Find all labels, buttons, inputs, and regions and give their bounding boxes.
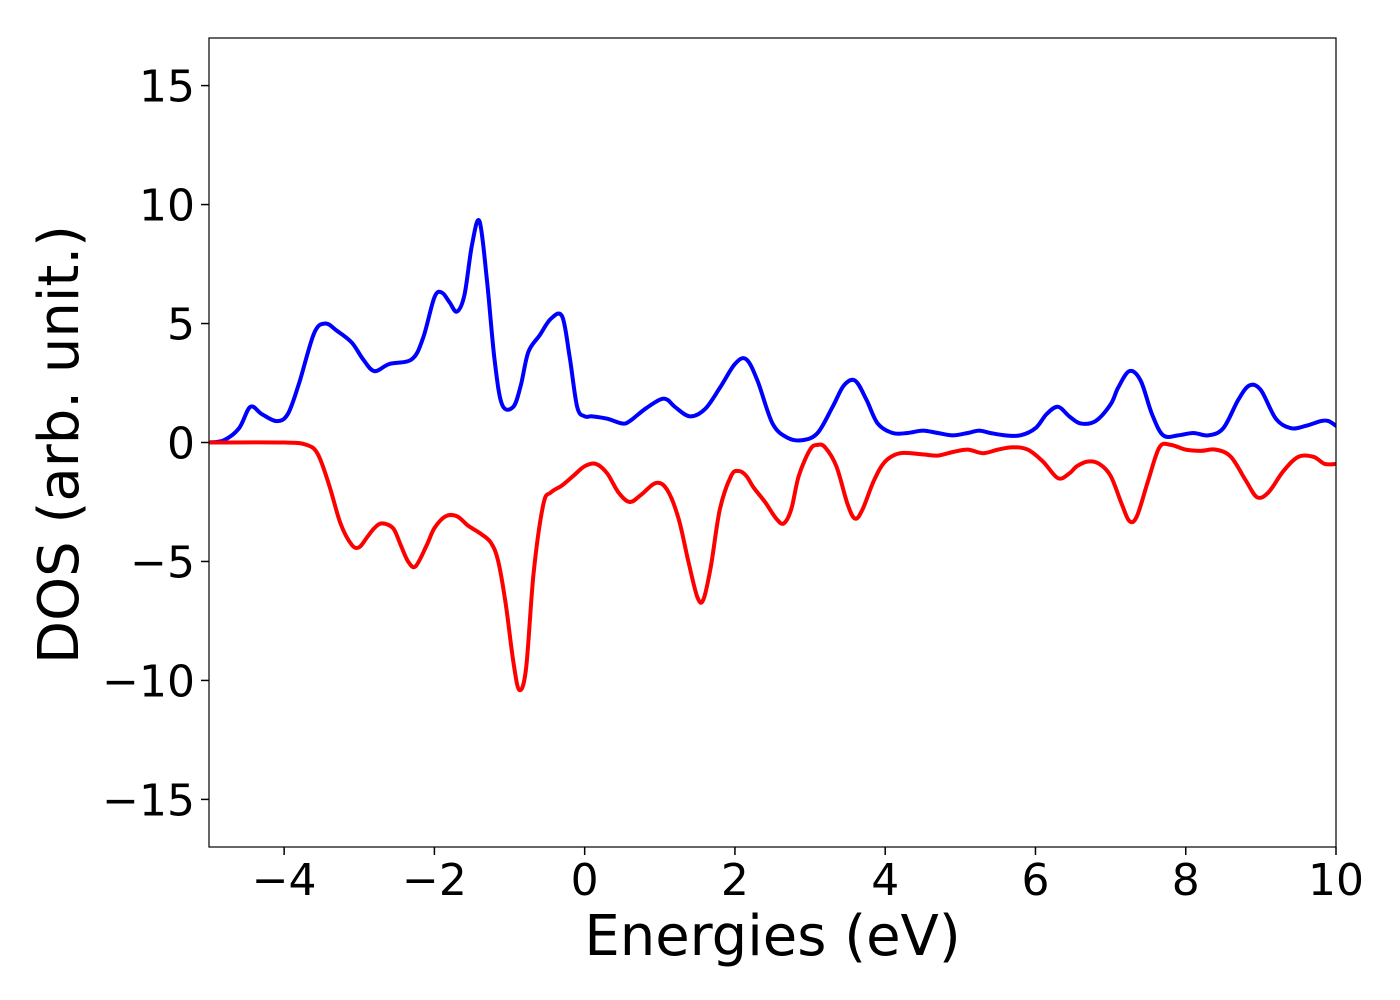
- x-axis-ticks: −4 −2 0 2 4 6 8 10: [252, 847, 1364, 906]
- y-axis-label: DOS (arb. unit.): [27, 225, 92, 664]
- x-tick-label: 6: [1021, 855, 1049, 906]
- y-tick-label: −10: [102, 656, 195, 707]
- y-tick-label: 15: [139, 62, 195, 113]
- x-tick-label: 8: [1172, 855, 1200, 906]
- x-tick-label: −2: [402, 855, 467, 906]
- x-axis-label: Energies (eV): [584, 904, 960, 969]
- series-line-red: [209, 440, 1336, 693]
- x-tick-label: 2: [721, 855, 749, 906]
- x-tick-label: −4: [252, 855, 317, 906]
- y-tick-label: −15: [102, 775, 195, 826]
- y-tick-label: 5: [167, 300, 195, 351]
- x-tick-label: 10: [1308, 855, 1364, 906]
- x-tick-label: 0: [571, 855, 599, 906]
- y-tick-label: 10: [139, 181, 195, 232]
- series-line-blue: [209, 218, 1336, 445]
- x-tick-label: 4: [871, 855, 899, 906]
- y-tick-label: 0: [167, 419, 195, 470]
- y-axis-ticks: 15 10 5 0 −5 −10 −15: [102, 62, 209, 826]
- series-layer: [209, 218, 1336, 693]
- y-tick-label: −5: [130, 537, 195, 588]
